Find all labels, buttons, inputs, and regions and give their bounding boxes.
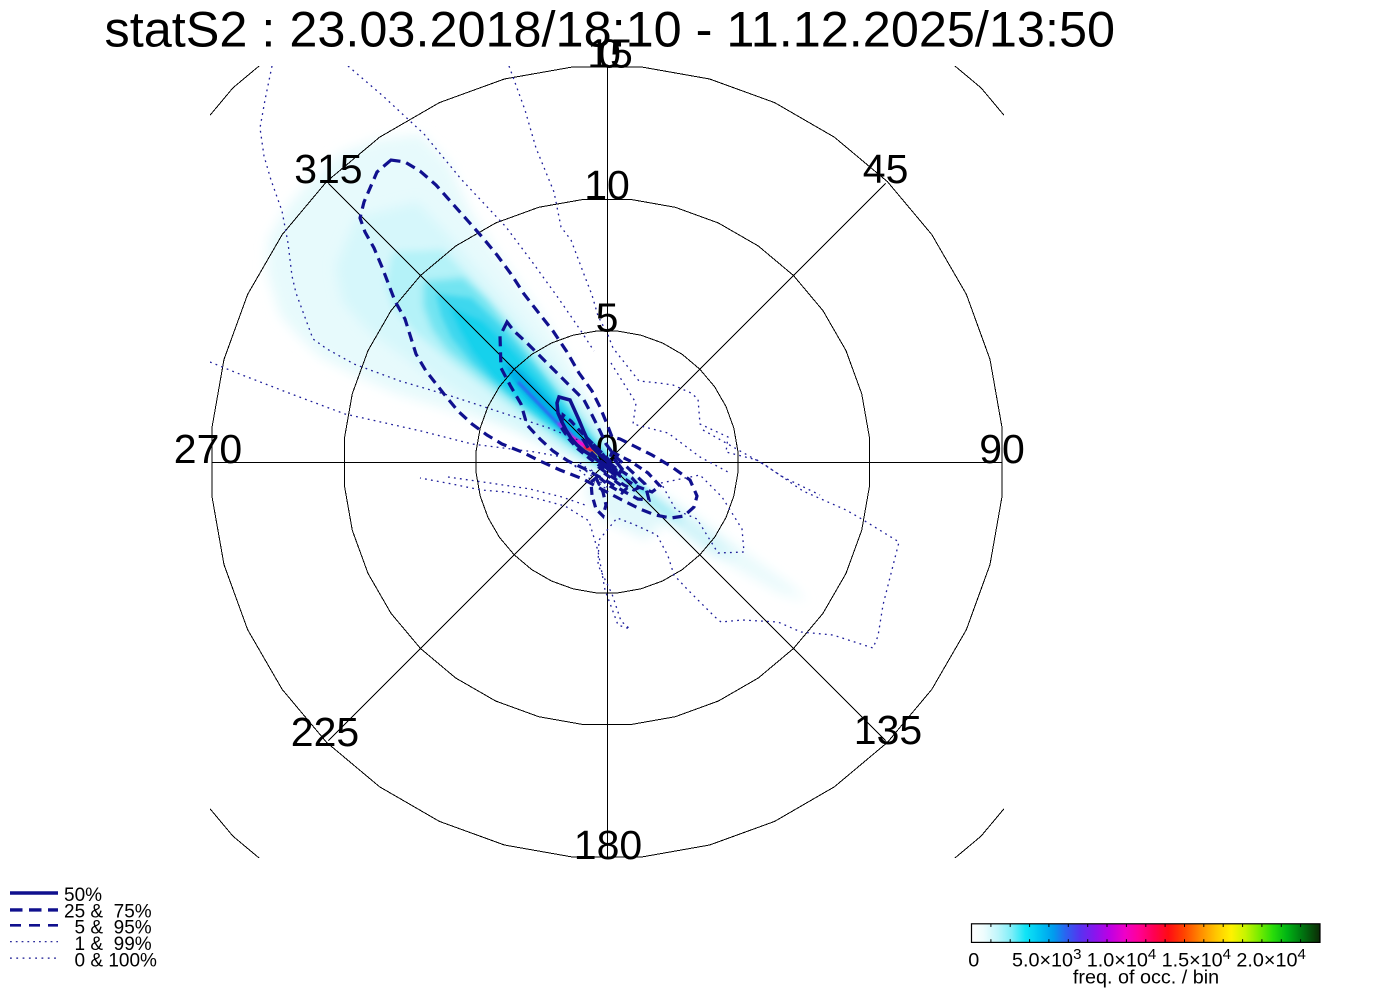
- svg-text:25 & 75%: 25 & 75%: [64, 901, 152, 922]
- svg-text:15: 15: [587, 31, 633, 77]
- svg-text:5: 5: [596, 295, 619, 341]
- svg-text:0: 0: [968, 950, 979, 972]
- svg-text:2.0×104: 2.0×104: [1236, 946, 1305, 972]
- svg-text:225: 225: [291, 709, 359, 755]
- svg-text:freq. of occ. / bin: freq. of occ. / bin: [1073, 966, 1219, 988]
- svg-text:1 & 99%: 1 & 99%: [64, 934, 152, 955]
- svg-text:5.0×103: 5.0×103: [1012, 946, 1081, 972]
- svg-text:315: 315: [294, 146, 362, 192]
- svg-text:0 & 100%: 0 & 100%: [64, 950, 157, 971]
- svg-text:45: 45: [863, 146, 909, 192]
- svg-text:50%: 50%: [64, 885, 102, 906]
- svg-text:5 & 95%: 5 & 95%: [64, 918, 152, 939]
- svg-text:10: 10: [584, 162, 630, 208]
- svg-text:0: 0: [598, 31, 621, 77]
- svg-text:90: 90: [979, 426, 1025, 472]
- svg-text:180: 180: [574, 822, 642, 868]
- svg-text:135: 135: [854, 707, 922, 753]
- svg-text:270: 270: [174, 426, 242, 472]
- svg-text:1.5×104: 1.5×104: [1162, 946, 1231, 972]
- svg-text:statS2 : 23.03.2018/18:10 - 11: statS2 : 23.03.2018/18:10 - 11.12.2025/1…: [105, 1, 1116, 58]
- svg-text:1.0×104: 1.0×104: [1087, 946, 1156, 972]
